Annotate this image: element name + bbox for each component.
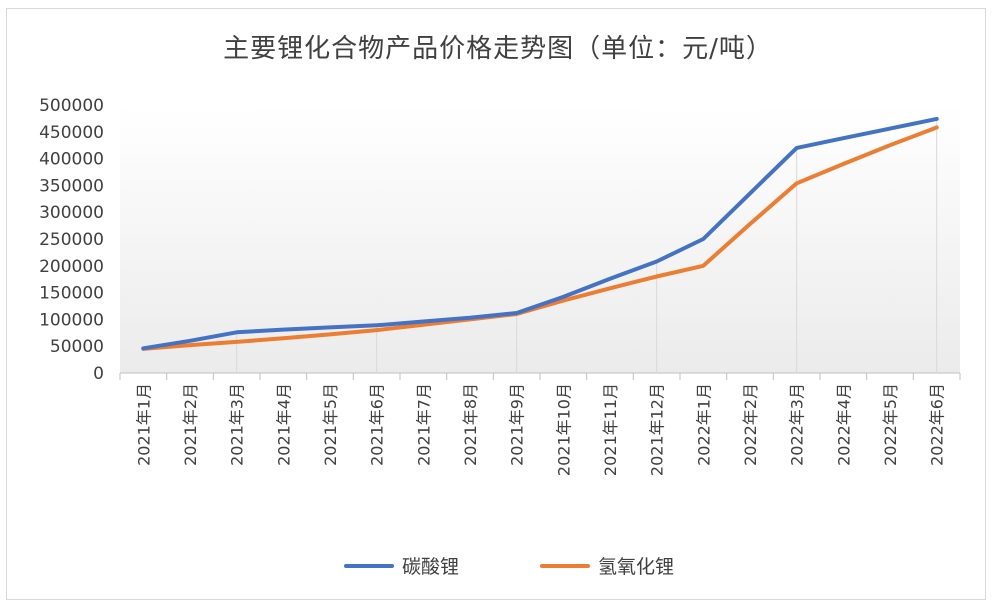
data-point: [655, 275, 659, 279]
data-point: [328, 325, 332, 329]
x-tick-label: 2021年7月: [414, 383, 433, 466]
y-tick-label: 0: [93, 364, 104, 384]
data-point: [421, 320, 425, 324]
data-point: [281, 328, 285, 332]
data-point: [468, 316, 472, 320]
y-tick-label: 450000: [39, 123, 104, 143]
x-tick-label: 2022年3月: [788, 383, 807, 466]
x-tick-label: 2021年11月: [601, 383, 620, 476]
y-tick-label: 400000: [39, 150, 104, 170]
data-point: [748, 191, 752, 195]
data-point: [515, 311, 519, 315]
plot-area: [120, 105, 960, 373]
y-axis-ticks: 0 50000 100000 150000 200000 250000 300000 3500…: [39, 96, 104, 384]
data-point: [795, 181, 799, 185]
data-point: [841, 136, 845, 140]
y-tick-label: 50000: [50, 337, 104, 357]
x-tick-label: 2022年2月: [741, 383, 760, 466]
x-tick-label: 2021年6月: [368, 383, 387, 466]
y-tick-label: 100000: [39, 310, 104, 330]
y-tick-label: 200000: [39, 257, 104, 277]
legend: 碳酸锂 氢氧化锂: [344, 556, 674, 578]
x-tick-label: 2021年3月: [228, 383, 247, 466]
series-line: [141, 116, 939, 351]
x-axis: 2021年1月 2021年2月 2021年3月 2021年4月 2021年5月 2021年…: [119, 372, 961, 476]
data-point: [935, 117, 939, 121]
data-point: [701, 264, 705, 268]
data-point: [281, 336, 285, 340]
chart-title: 主要锂化合物产品价格走势图（单位：元/吨）: [223, 34, 773, 64]
x-tick-label: 2022年4月: [834, 383, 853, 466]
data-point: [888, 127, 892, 131]
y-tick-label: 300000: [39, 203, 104, 223]
data-point: [141, 346, 145, 350]
series-layer: [141, 116, 939, 351]
x-tick-label: 2021年4月: [274, 383, 293, 466]
x-tick-label: 2022年6月: [928, 383, 947, 466]
data-point: [375, 323, 379, 327]
x-tick-label: 2021年9月: [508, 383, 527, 466]
x-tick-label: 2022年1月: [694, 383, 713, 466]
legend-label: 碳酸锂: [402, 556, 459, 578]
x-tick-label: 2021年1月: [134, 383, 153, 466]
x-tick-label: 2021年12月: [648, 383, 667, 476]
data-point: [561, 295, 565, 299]
x-tick-label: 2022年5月: [881, 383, 900, 466]
legend-label: 氢氧化锂: [598, 556, 674, 578]
data-point: [188, 343, 192, 347]
x-tick-label: 2021年10月: [554, 383, 573, 476]
data-point: [188, 339, 192, 343]
data-point: [935, 126, 939, 130]
data-point: [328, 332, 332, 336]
data-point: [235, 330, 239, 334]
x-tick-label: 2021年2月: [181, 383, 200, 466]
data-point: [608, 277, 612, 281]
y-tick-label: 250000: [39, 230, 104, 250]
data-point: [888, 143, 892, 147]
data-point: [608, 286, 612, 290]
data-point: [748, 222, 752, 226]
x-tick-label: 2021年5月: [321, 383, 340, 466]
x-tick-label: 2021年8月: [461, 383, 480, 466]
y-tick-label: 150000: [39, 284, 104, 304]
data-point: [655, 260, 659, 264]
data-point: [375, 328, 379, 332]
data-point: [795, 146, 799, 150]
series-line: [141, 125, 939, 351]
y-tick-label: 350000: [39, 176, 104, 196]
y-tick-label: 500000: [39, 96, 104, 116]
data-point: [235, 340, 239, 344]
data-point: [701, 237, 705, 241]
data-point: [841, 162, 845, 166]
